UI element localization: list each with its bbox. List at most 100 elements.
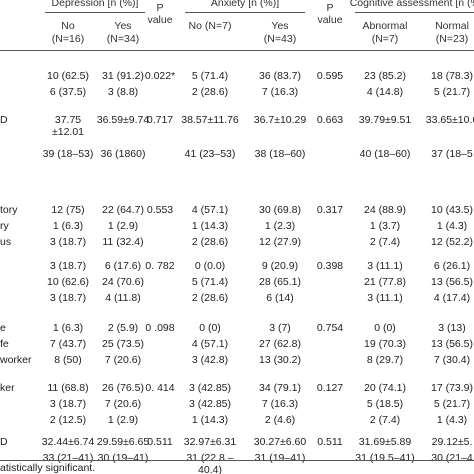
rule bbox=[0, 50, 474, 51]
cell: 6 (14) bbox=[266, 292, 294, 304]
cell: 4 (17.4) bbox=[433, 292, 471, 304]
cell: 1 (3.7) bbox=[369, 220, 401, 232]
cell: 4 (14.8) bbox=[366, 86, 404, 98]
cell: 7 (30.4) bbox=[433, 354, 471, 366]
cell: 29.12±5. bbox=[431, 436, 473, 448]
group-header: P value bbox=[147, 2, 173, 26]
cell: 13 (56.5) bbox=[430, 276, 474, 288]
cell: 2 (28.6) bbox=[191, 86, 229, 98]
cell: 13 (56.5) bbox=[430, 338, 474, 350]
cell: 26 (76.5) bbox=[101, 382, 145, 394]
cell: 1 (4.3) bbox=[436, 220, 468, 232]
cell: 3 (42.85) bbox=[188, 382, 232, 394]
group-header: Anxiety [n (%)] bbox=[210, 0, 280, 9]
cell: 1 (2.3) bbox=[264, 220, 296, 232]
cell: 10 (43.5) bbox=[430, 204, 474, 216]
cell: 7 (43.7) bbox=[49, 338, 87, 350]
cell: 5 (21.7) bbox=[433, 398, 471, 410]
cell: 7 (20.6) bbox=[104, 398, 142, 410]
cell: 6 (37.5) bbox=[49, 86, 87, 98]
cell: 5 (71.4) bbox=[191, 276, 229, 288]
row-label: ry bbox=[0, 220, 9, 232]
cell: 12 (75) bbox=[51, 204, 85, 216]
cell: 6 (26.1) bbox=[433, 260, 471, 272]
cell: 0. 782 bbox=[145, 260, 175, 272]
group-header: P value bbox=[317, 2, 343, 26]
cell: 3 (11.1) bbox=[367, 292, 403, 304]
cell: 1 (2.9) bbox=[107, 220, 139, 232]
cell: 2 (28.6) bbox=[191, 236, 229, 248]
cell: 6 (17.6) bbox=[104, 260, 142, 272]
cell: 3 (7) bbox=[269, 322, 291, 334]
cell: 5 (21.7) bbox=[433, 86, 471, 98]
cell: 3 (42.85) bbox=[188, 398, 232, 410]
cell: 36 (83.7) bbox=[258, 70, 302, 82]
cell: 1 (6.3) bbox=[52, 220, 84, 232]
cell: 31 (19.5–41) bbox=[355, 452, 415, 464]
cell: 30.27±6.60 bbox=[253, 436, 307, 448]
cell: 13 (30.2) bbox=[258, 354, 302, 366]
cell: 40 (18–60) bbox=[359, 148, 411, 160]
cell: 36 (1860) bbox=[100, 148, 146, 160]
cell: 0 (0.0) bbox=[194, 260, 226, 272]
cell: 30 (21–4 bbox=[431, 452, 473, 464]
subgroup-header: No (N=7) bbox=[188, 20, 232, 32]
row-label: fe bbox=[0, 338, 9, 350]
cell: 0.022* bbox=[144, 70, 176, 82]
row-label: ker bbox=[0, 382, 15, 394]
group-header: Depression [n (%)] bbox=[51, 0, 139, 9]
cell: 8 (50) bbox=[54, 354, 82, 366]
cell: 10 (62.5) bbox=[46, 70, 90, 82]
cell: 0.511 bbox=[317, 436, 343, 448]
cell: 11 (68.8) bbox=[47, 382, 89, 394]
subgroup-header: Yes bbox=[271, 20, 289, 32]
cell: 18 (78.3) bbox=[430, 70, 474, 82]
cell: 39 (18–53) bbox=[42, 148, 94, 160]
cell: 21 (77.8) bbox=[363, 276, 407, 288]
cell: 32.97±6.31 bbox=[183, 436, 237, 448]
cell: 8 (29.7) bbox=[366, 354, 404, 366]
subgroup-header: (N=34) bbox=[106, 33, 140, 45]
row-label: e bbox=[0, 322, 6, 334]
cell: 19 (70.3) bbox=[363, 338, 407, 350]
cell: 36.7±10.29 bbox=[253, 114, 307, 126]
cell: 7 (16.3) bbox=[261, 398, 299, 410]
row-label: worker bbox=[0, 354, 32, 366]
rule bbox=[355, 12, 474, 13]
subgroup-header: Yes bbox=[114, 20, 132, 32]
cell: 22 (64.7) bbox=[101, 204, 145, 216]
footnote: atistically significant. bbox=[0, 462, 96, 474]
cell: 17 (73.9) bbox=[430, 382, 474, 394]
cell: 0 (0) bbox=[374, 322, 396, 334]
cell: 36.59±9.74 bbox=[96, 114, 150, 126]
cell: 37 (18–5 bbox=[431, 148, 473, 160]
cell: 3 (18.7) bbox=[49, 236, 87, 248]
cell: 0.127 bbox=[316, 382, 344, 394]
subgroup-header: (N=16) bbox=[51, 33, 85, 45]
group-header: Cognitive assessment [n (%)] bbox=[349, 0, 474, 9]
rule bbox=[185, 12, 305, 13]
cell: 4 (57.1) bbox=[191, 338, 229, 350]
cell: 20 (74.1) bbox=[363, 382, 407, 394]
cell: 4 (57.1) bbox=[191, 204, 229, 216]
cell: 31.69±5.89 bbox=[358, 436, 412, 448]
cell: 24 (70.6) bbox=[101, 276, 145, 288]
cell: 2 (7.4) bbox=[369, 414, 401, 426]
cell: 12 (52.2) bbox=[430, 236, 474, 248]
subgroup-header: (N=43) bbox=[263, 33, 297, 45]
cell: 2 (12.5) bbox=[49, 414, 87, 426]
cell: 4 (11.8) bbox=[105, 292, 141, 304]
cell: 2 (28.6) bbox=[191, 292, 229, 304]
cell: 2 (4.6) bbox=[264, 414, 296, 426]
cell: 7 (20.6) bbox=[104, 354, 142, 366]
cell: 30 (19–41) bbox=[97, 452, 149, 464]
cell: 23 (85.2) bbox=[363, 70, 407, 82]
cell: 28 (65.1) bbox=[258, 276, 302, 288]
cell: 12 (27.9) bbox=[258, 236, 302, 248]
cell: 3 (18.7) bbox=[49, 260, 87, 272]
row-label: D bbox=[0, 436, 8, 448]
subgroup-header: Abnormal bbox=[362, 20, 408, 32]
rule bbox=[0, 460, 474, 461]
cell: 0.553 bbox=[146, 204, 174, 216]
